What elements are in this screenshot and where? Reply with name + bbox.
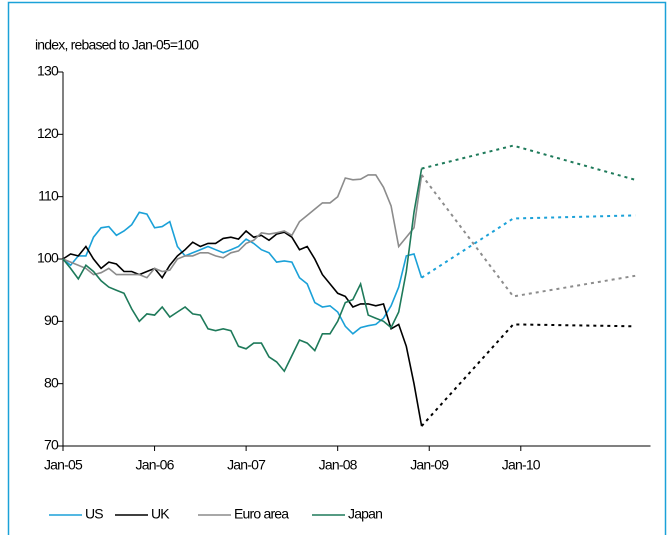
legend-label: US bbox=[85, 506, 103, 522]
y-tick-label: 100 bbox=[37, 250, 59, 266]
y-tick-label: 110 bbox=[38, 187, 59, 203]
x-tick-label: Jan-07 bbox=[227, 457, 266, 473]
y-tick-label: 70 bbox=[44, 437, 59, 453]
line bbox=[62, 211, 423, 335]
x-tick-label: Jan-05 bbox=[44, 457, 83, 473]
line bbox=[62, 168, 423, 373]
forecast-line bbox=[421, 214, 636, 279]
y-tick-label: 90 bbox=[44, 312, 59, 328]
y-tick-label: 80 bbox=[44, 374, 59, 390]
frame bbox=[7, 1, 667, 535]
line bbox=[62, 174, 423, 279]
y-axis-label: index, rebased to Jan-05=100 bbox=[35, 37, 199, 53]
y-tick-label: 130 bbox=[37, 63, 59, 79]
x-tick-label: Jan-10 bbox=[502, 457, 541, 473]
legend-label: Euro area bbox=[234, 506, 289, 522]
x-tick-label: Jan-06 bbox=[136, 457, 175, 473]
x-tick-label: Jan-09 bbox=[410, 457, 449, 473]
line bbox=[62, 229, 423, 427]
legend-label: Japan bbox=[348, 506, 382, 522]
forecast-line bbox=[421, 144, 636, 181]
y-tick-label: 120 bbox=[37, 125, 59, 141]
x-tick-label: Jan-08 bbox=[319, 457, 358, 473]
forecast-line bbox=[420, 323, 636, 427]
legend-label: UK bbox=[151, 506, 170, 522]
forecast-line bbox=[420, 174, 636, 298]
